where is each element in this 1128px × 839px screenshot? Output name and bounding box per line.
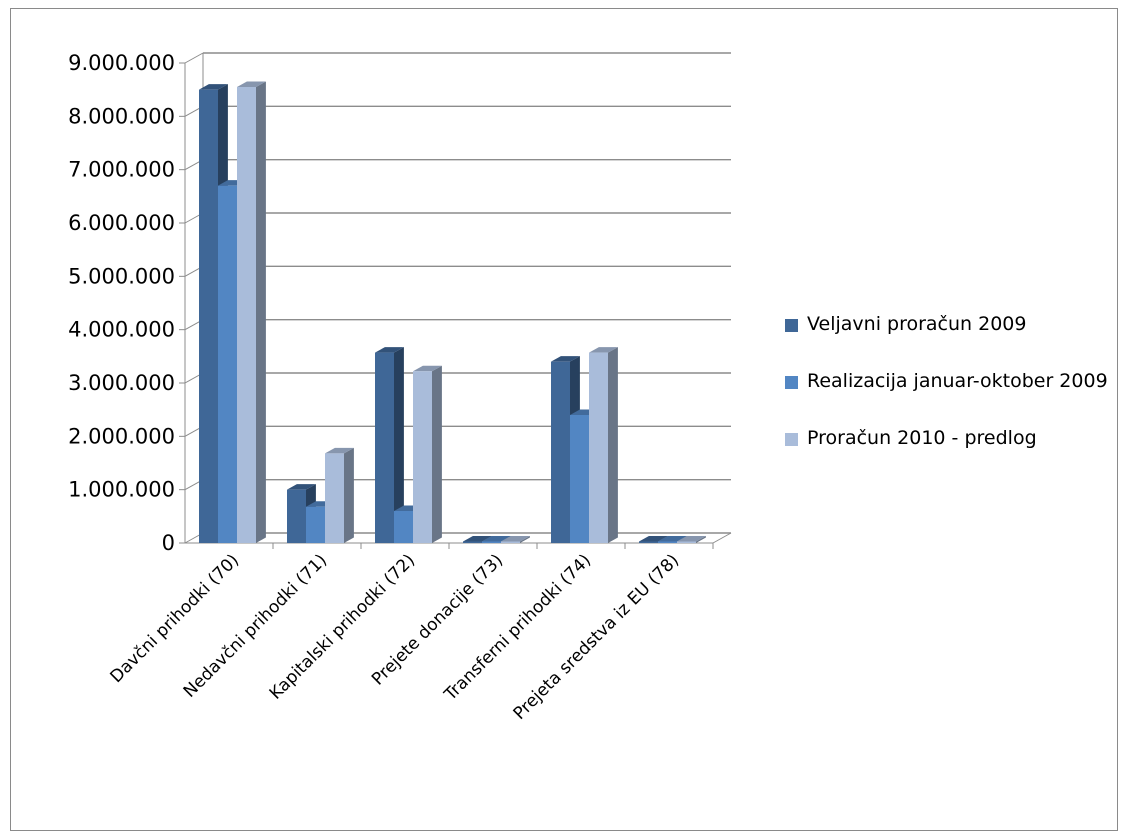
bar: [463, 541, 482, 543]
bar: [677, 541, 696, 543]
y-tick-label: 8.000.000: [68, 104, 175, 128]
bar-top: [237, 81, 266, 87]
bar: [199, 89, 218, 544]
x-tick-label: Prejeta sredstva iz EU (78): [510, 550, 683, 723]
bar: [287, 489, 306, 543]
bar-top: [199, 84, 228, 90]
bar: [325, 453, 344, 543]
bar-side: [344, 447, 354, 543]
legend-swatch-realizacija: [785, 376, 798, 389]
bar: [237, 87, 256, 543]
y-tick-label: 5.000.000: [68, 264, 175, 288]
bar: [482, 541, 501, 543]
y-tick-label: 0: [162, 531, 175, 555]
y-tick-label: 4.000.000: [68, 318, 175, 342]
legend-label-realizacija: Realizacija januar-oktober 2009: [807, 370, 1108, 392]
x-tick-label: Transferni prihodki (74): [440, 550, 595, 705]
bar-top: [501, 536, 530, 542]
bar: [551, 361, 570, 543]
legend-item-veljavni: Veljavni proračun 2009: [785, 310, 1115, 339]
bar: [306, 506, 325, 543]
bar-top: [375, 347, 404, 353]
bar-side: [394, 347, 404, 543]
bar-top: [287, 484, 316, 490]
bar: [658, 541, 677, 543]
bar-top: [325, 447, 354, 454]
bar: [413, 371, 432, 543]
legend-label-veljavni: Veljavni proračun 2009: [807, 313, 1027, 335]
bar-top: [639, 536, 668, 542]
bar-top: [658, 536, 687, 542]
bar-side: [432, 365, 442, 543]
y-tick-label: 2.000.000: [68, 424, 175, 448]
bar: [639, 541, 658, 543]
bar-side: [256, 81, 266, 543]
bar-top: [413, 365, 442, 372]
bar: [501, 541, 520, 543]
x-tick-label: Kapitalski prihodki (72): [266, 550, 419, 703]
legend-swatch-veljavni: [785, 319, 798, 332]
bar-top: [482, 536, 511, 542]
y-tick-label: 7.000.000: [68, 158, 175, 182]
bar-side: [608, 347, 618, 543]
x-tick-label: Nedavčni prihodki (71): [180, 550, 331, 701]
legend: Veljavni proračun 2009 Realizacija janua…: [785, 310, 1115, 481]
bar-top: [463, 536, 492, 542]
bar: [394, 511, 413, 543]
y-tick-label: 1.000.000: [68, 478, 175, 502]
bar: [570, 415, 589, 543]
y-tick-label: 3.000.000: [68, 371, 175, 395]
floor-right-edge: [712, 532, 732, 544]
gridline-side: [184, 52, 204, 64]
bar-top: [677, 536, 706, 542]
y-tick-label: 6.000.000: [68, 211, 175, 235]
bar-side: [696, 536, 706, 543]
legend-item-proracun-2010: Proračun 2010 - predlog: [785, 424, 1115, 453]
bar-side: [520, 536, 530, 543]
bar-top: [589, 347, 618, 353]
bar: [375, 352, 394, 543]
y-tick-label: 9.000.000: [68, 51, 175, 75]
bar-top: [551, 356, 580, 362]
bar: [218, 185, 237, 543]
bar: [589, 352, 608, 543]
legend-item-realizacija: Realizacija januar-oktober 2009: [785, 367, 1115, 396]
legend-label-proracun-2010: Proračun 2010 - predlog: [807, 427, 1037, 449]
legend-swatch-proracun-2010: [785, 433, 798, 446]
